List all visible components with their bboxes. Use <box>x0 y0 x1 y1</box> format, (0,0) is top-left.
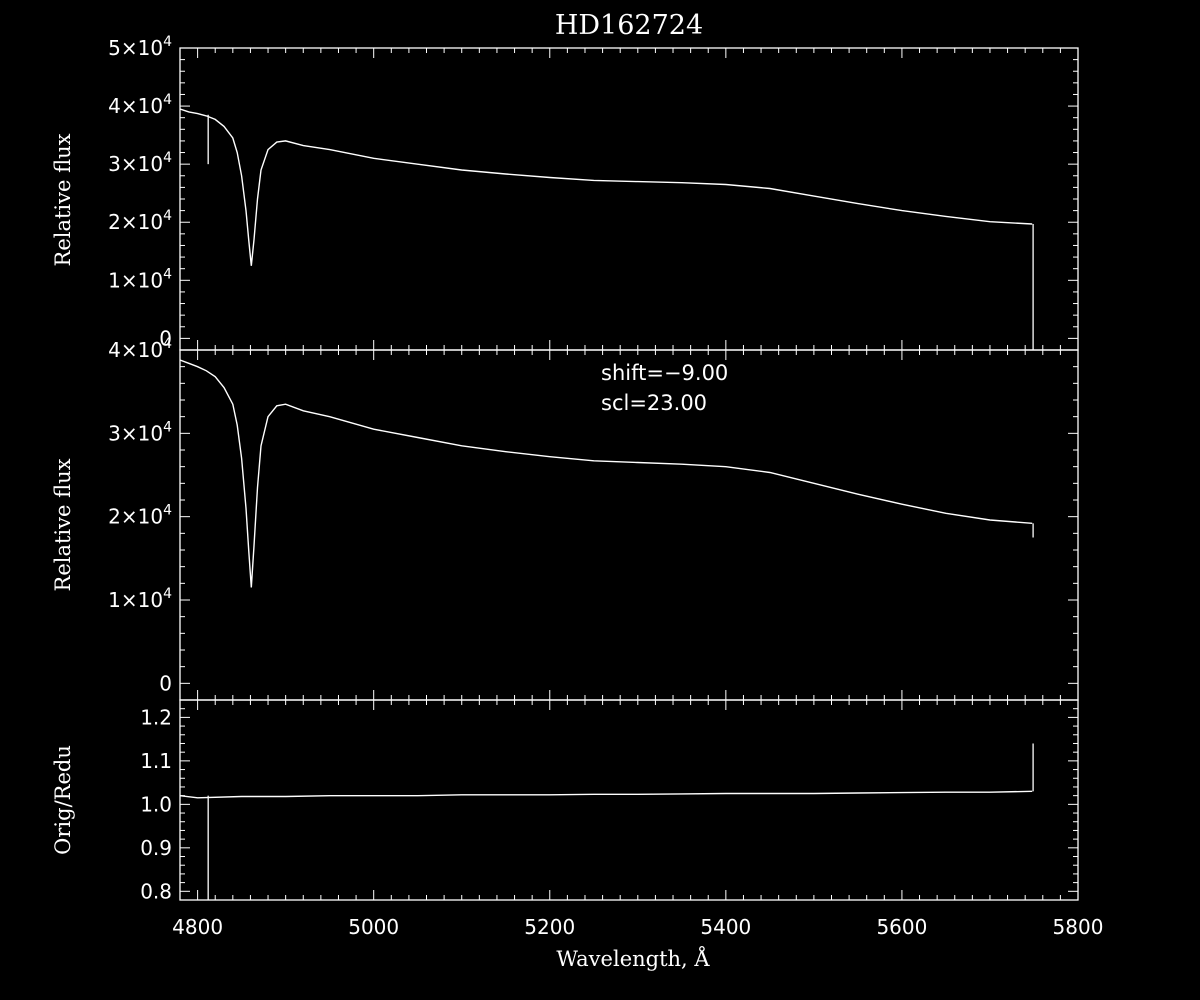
x-tick-labels: 4800 5000 5200 5400 5600 5800 <box>172 915 1103 939</box>
y-tick-label: 1.0 <box>140 792 172 816</box>
y-axis-label-bottom: Orig/Redu <box>51 745 75 855</box>
x-tick-label: 5800 <box>1053 915 1104 939</box>
panel-bottom-ratio: 0.8 0.9 1.0 1.1 1.2 Orig/Redu <box>51 699 1079 903</box>
panel-top-flux: 0 1×104 2×104 3×104 4×104 5×104 Relative flux <box>51 34 1079 351</box>
y-tick-label: 1×104 <box>108 586 172 612</box>
y-axis-label-middle: Relative flux <box>51 458 75 591</box>
y-tick-label: 0.9 <box>140 836 172 860</box>
y-tick-label: 4×104 <box>108 336 172 362</box>
spectrum-line-top <box>180 108 1033 266</box>
y-tick-label: 3×104 <box>108 150 172 176</box>
axes-frame-bottom <box>179 699 1079 901</box>
y-tick-label: 5×104 <box>108 34 172 60</box>
x-axis-label: Wavelength, Å <box>556 946 710 971</box>
y-tick-label: 3×104 <box>108 419 172 445</box>
y-tick-label: 0.8 <box>140 879 172 903</box>
y-tick-label: 1×104 <box>108 266 172 292</box>
x-tick-label: 5600 <box>876 915 927 939</box>
spectrum-line-middle <box>180 359 1033 588</box>
x-tick-label: 4800 <box>172 915 223 939</box>
spectrum-line-bottom <box>180 790 1033 799</box>
y-tick-label: 1.1 <box>140 749 172 773</box>
y-tick-label: 0 <box>159 326 172 350</box>
annotation-shift: shift=−9.00 <box>601 361 728 385</box>
y-tick-label: 1.2 <box>140 705 172 729</box>
y-tick-label: 2×104 <box>108 503 172 529</box>
x-tick-label: 5000 <box>348 915 399 939</box>
y-tick-label: 2×104 <box>108 208 172 234</box>
x-tick-label: 5200 <box>524 915 575 939</box>
y-axis-label-top: Relative flux <box>51 133 75 266</box>
annotation-scale: scl=23.00 <box>601 391 707 415</box>
y-tick-label: 0 <box>159 671 172 695</box>
plot-title: HD162724 <box>555 10 703 41</box>
x-tick-label: 5400 <box>700 915 751 939</box>
y-tick-label: 4×104 <box>108 92 172 118</box>
